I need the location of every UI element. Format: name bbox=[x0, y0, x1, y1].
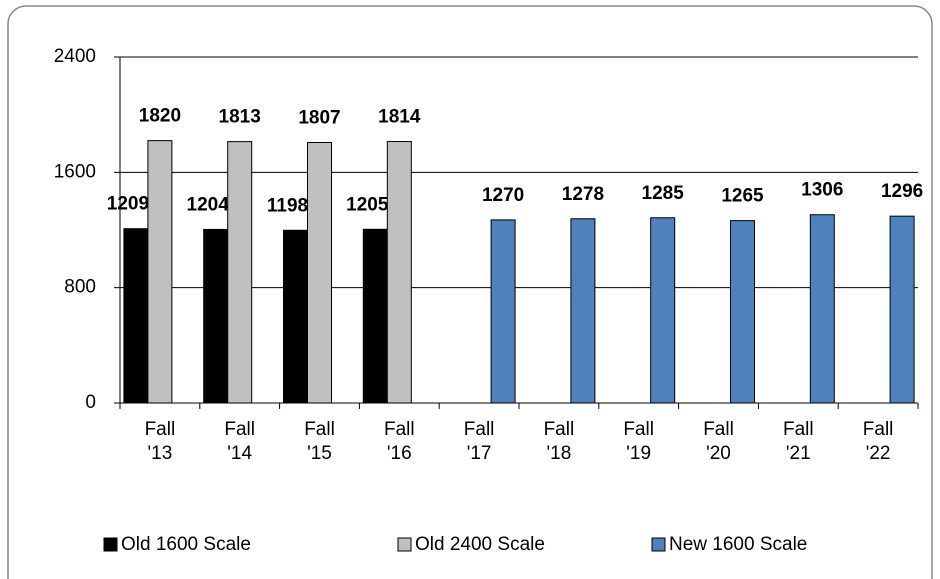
bar bbox=[490, 219, 516, 404]
bar bbox=[283, 229, 308, 404]
data-label: 1204 bbox=[187, 194, 230, 215]
data-label: 1820 bbox=[139, 106, 181, 127]
x-tick-label: Fall '20 bbox=[703, 419, 734, 464]
bar bbox=[650, 217, 676, 404]
data-label: 1278 bbox=[562, 184, 604, 205]
legend-label: New 1600 Scale bbox=[669, 534, 807, 555]
bar bbox=[570, 218, 596, 404]
data-label: 1205 bbox=[346, 194, 389, 215]
legend-swatch bbox=[103, 537, 118, 552]
bar bbox=[889, 215, 915, 404]
data-label: 1814 bbox=[378, 106, 421, 127]
data-label: 1285 bbox=[642, 183, 685, 204]
data-label: 1813 bbox=[219, 107, 261, 128]
legend-swatch bbox=[651, 537, 666, 552]
x-tick-label: Fall '18 bbox=[543, 419, 575, 464]
y-tick-label: 2400 bbox=[54, 46, 96, 67]
bar bbox=[123, 228, 149, 404]
bar bbox=[307, 141, 332, 404]
data-label: 1270 bbox=[482, 185, 524, 206]
bar bbox=[203, 228, 229, 404]
x-tick-label: Fall '15 bbox=[304, 419, 335, 464]
legend-label: Old 2400 Scale bbox=[415, 534, 545, 555]
bar bbox=[386, 140, 412, 404]
data-label: 1209 bbox=[107, 194, 149, 215]
x-tick-label: Fall '14 bbox=[224, 419, 255, 464]
x-tick-label: Fall '16 bbox=[383, 419, 415, 464]
x-tick-label: Fall '22 bbox=[862, 419, 894, 464]
data-label: 1807 bbox=[298, 108, 340, 129]
x-tick-label: Fall '13 bbox=[144, 419, 176, 464]
bar bbox=[147, 140, 173, 404]
legend-label: Old 1600 Scale bbox=[121, 534, 251, 555]
data-label: 1296 bbox=[881, 181, 923, 202]
data-label: 1306 bbox=[801, 180, 843, 201]
x-tick-label: Fall '17 bbox=[463, 419, 495, 464]
bar bbox=[227, 141, 253, 404]
x-tick-label: Fall '19 bbox=[623, 419, 654, 464]
y-tick-label: 0 bbox=[85, 392, 96, 413]
bar bbox=[809, 214, 835, 404]
data-label: 1198 bbox=[267, 195, 308, 216]
y-tick-label: 1600 bbox=[54, 161, 96, 182]
legend-swatch bbox=[397, 537, 412, 552]
data-label: 1265 bbox=[721, 186, 764, 207]
y-tick-label: 800 bbox=[64, 277, 96, 298]
bar bbox=[362, 228, 388, 404]
x-tick-label: Fall '21 bbox=[782, 419, 814, 464]
bar bbox=[730, 220, 755, 404]
